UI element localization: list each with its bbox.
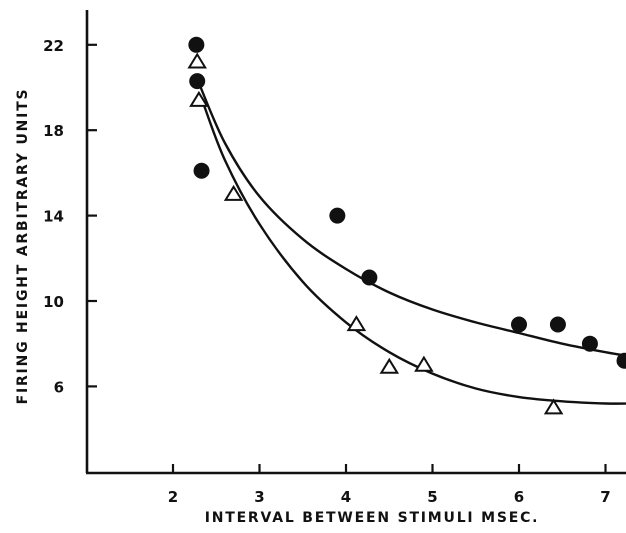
filled-circle-point: [188, 36, 205, 53]
x-axis-title: INTERVAL BETWEEN STIMULI MSEC.: [205, 510, 540, 526]
axes: [85, 10, 626, 475]
open-triangle-point: [346, 315, 367, 332]
y-tick-label: 18: [43, 122, 64, 140]
fit-curve-series-1: [197, 82, 626, 357]
filled-circle-point: [361, 269, 378, 286]
fit-curves: [197, 82, 626, 405]
open-triangle-point: [414, 355, 434, 372]
data-points: [187, 36, 626, 415]
x-tick-label: 5: [427, 488, 437, 506]
x-tick-label: 3: [254, 488, 264, 506]
open-triangle-point: [187, 52, 207, 69]
x-tick-label: 4: [341, 488, 351, 506]
y-tick-label: 14: [43, 208, 64, 226]
x-tick-label: 7: [600, 488, 610, 506]
y-axis-title: FIRING HEIGHT ARBITRARY UNITS: [15, 88, 31, 405]
fit-curve-series-2: [200, 97, 626, 405]
filled-circle-point: [549, 316, 566, 333]
y-tick-label: 6: [54, 378, 64, 396]
x-tick-label: 6: [514, 488, 524, 506]
y-tick-label: 22: [43, 37, 64, 55]
open-triangle-point: [189, 90, 209, 107]
filled-circle-point: [189, 73, 206, 90]
filled-circle-point: [329, 207, 346, 224]
filled-circle-point: [193, 162, 210, 179]
open-triangle-point: [543, 398, 564, 415]
filled-circle-point: [511, 316, 527, 333]
x-tick-label: 2: [168, 488, 178, 506]
tick-marks: 2 3 4 5 6 7 6 10 14 18 22: [43, 37, 611, 506]
filled-circle-point: [616, 352, 626, 369]
open-triangle-point: [379, 357, 400, 374]
y-tick-label: 10: [43, 293, 64, 311]
open-triangle-point: [223, 184, 244, 201]
filled-circle-point: [581, 335, 598, 352]
